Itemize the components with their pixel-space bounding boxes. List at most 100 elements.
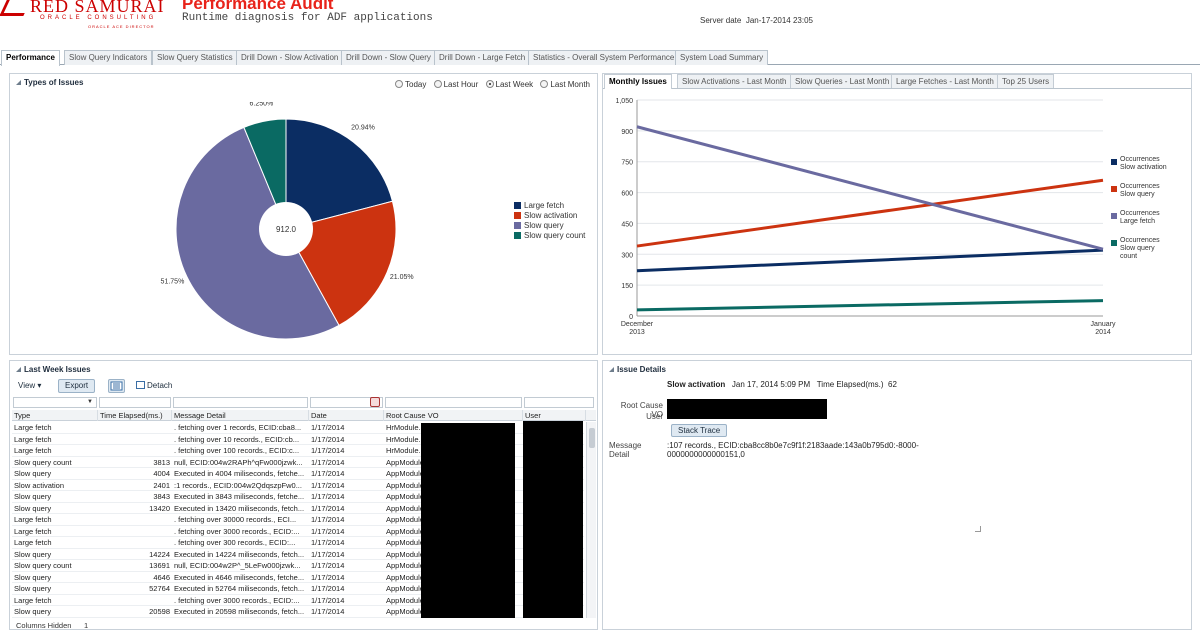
view-menu[interactable]: View ▾	[18, 381, 42, 390]
clear-filter-icon[interactable]	[370, 397, 380, 407]
table-row[interactable]: Slow activation 2401:1 records., ECID:004…	[12, 480, 584, 491]
table-cell: null, ECID:004w2RAPh^qFw000jzwk...	[174, 457, 303, 467]
tab-drill-down-slow-query[interactable]: Drill Down - Slow Query	[341, 50, 436, 65]
table-row[interactable]: Slow query 4646 Executed in 4646 milisecon…	[12, 572, 584, 583]
table-cell: AppModule	[386, 538, 424, 547]
radio-dot-icon[interactable]	[433, 80, 442, 88]
table-row[interactable]: Large fetch . fetching over 100 records.,…	[12, 445, 584, 457]
tab-drill-down-large-fetch[interactable]: Drill Down - Large Fetch	[434, 50, 531, 65]
monthly-issues-panel: Monthly Issues Slow Activations - Last M…	[602, 73, 1192, 355]
legend-label: Occurrences	[1120, 183, 1160, 190]
pie-slice-large-fetch[interactable]	[285, 118, 394, 230]
pie-slice-label: 21.05%	[390, 274, 414, 281]
detach-button[interactable]: Detach	[136, 381, 172, 390]
radio-last-hour[interactable]: Last Hour	[433, 80, 478, 89]
tab-monthly-issues[interactable]: Monthly Issues	[604, 74, 672, 89]
types-panel-title[interactable]: Types of Issues	[16, 78, 83, 87]
user-filter-input[interactable]	[524, 397, 594, 408]
textarea-resize-handle[interactable]	[975, 526, 981, 532]
table-row[interactable]: Slow query 3843 Executed in 3843 milisecon…	[12, 491, 584, 503]
series-line-occurrences-slow-activation[interactable]	[636, 248, 1104, 273]
table-row[interactable]: Large fetch . fetching over 30000 records…	[12, 514, 584, 526]
table-cell: Executed in 4646 miliseconds, fetche...	[174, 572, 305, 582]
table-row[interactable]: Large fetch . fetching over 10 records., …	[12, 434, 584, 445]
table-row[interactable]: Slow query 20598 Executed in 20598 milisec…	[12, 606, 584, 618]
tab-slow-activations-last-month[interactable]: Slow Activations - Last Month	[677, 74, 792, 88]
tab-drill-down-slow-activation[interactable]: Drill Down - Slow Activation	[236, 50, 344, 65]
table-cell: Slow query	[14, 503, 52, 513]
rootcause-filter-input[interactable]	[385, 397, 522, 408]
legend-label: Occurrences	[1120, 237, 1160, 244]
company-logo: RED SAMURAI ORACLE CONSULTING ORACLE ACE…	[0, 0, 180, 32]
table-row[interactable]: Slow query count 3813 null, ECID:004w2RAPh…	[12, 457, 584, 468]
tab-large-fetches-last-month[interactable]: Large Fetches - Last Month	[891, 74, 999, 88]
details-panel-title[interactable]: Issue Details	[609, 365, 666, 374]
table-cell: Slow query	[14, 492, 52, 501]
table-cell: . fetching over 300 records., ECID:...	[174, 538, 296, 547]
stack-trace-button[interactable]: Stack Trace	[671, 424, 728, 437]
radio-dot-icon[interactable]	[540, 80, 549, 88]
scrollbar-thumb[interactable]	[589, 428, 595, 448]
tab-slow-query-indicators[interactable]: Slow Query Indicators	[64, 50, 153, 65]
date-filter-input[interactable]	[310, 397, 383, 408]
col-rootcause-header[interactable]: Root Cause VO	[384, 410, 523, 421]
table-vertical-scrollbar[interactable]	[586, 422, 596, 618]
export-button[interactable]: Export	[58, 379, 96, 393]
legend-label: Slow query count	[524, 231, 586, 240]
legend-label: Slow query	[1120, 245, 1155, 252]
chevron-down-icon[interactable]: ▼	[87, 399, 93, 405]
collapse-triangle-icon[interactable]	[16, 80, 21, 85]
pie-slice-slow-activation[interactable]	[285, 200, 397, 327]
col-user-header[interactable]: User	[523, 410, 586, 421]
freeze-icon[interactable]	[108, 379, 125, 393]
table-cell: 1/17/2014	[311, 423, 345, 432]
col-elapsed-header[interactable]: Time Elapsed(ms.)	[98, 410, 172, 421]
radio-last-month[interactable]: Last Month	[540, 80, 590, 89]
col-message-header[interactable]: Message Detail	[172, 410, 309, 421]
radio-dot-icon[interactable]	[395, 80, 404, 88]
radio-last-week[interactable]: Last Week	[485, 80, 533, 89]
table-row[interactable]: Slow query 4004 Executed in 4004 milisecon…	[12, 468, 584, 480]
tab-statistics-overall[interactable]: Statistics - Overall System Performance	[528, 50, 680, 65]
table-cell: HrModule.	[386, 423, 421, 432]
table-cell: . fetching over 30000 records., ECI...	[174, 515, 297, 524]
col-type-header[interactable]: Type	[12, 410, 98, 421]
table-row[interactable]: Large fetch . fetching over 300 records.,…	[12, 537, 584, 549]
collapse-triangle-icon[interactable]	[16, 367, 21, 372]
table-cell: 1/17/2014	[311, 584, 345, 593]
tab-performance[interactable]: Performance	[1, 50, 60, 66]
table-row[interactable]: Slow query 52764 Executed in 52764 milisec…	[12, 583, 584, 595]
collapse-triangle-icon[interactable]	[609, 367, 614, 372]
table-row[interactable]: Large fetch . fetching over 3000 records.…	[12, 526, 584, 537]
elapsed-filter-input[interactable]	[99, 397, 171, 408]
table-cell: 14224	[149, 549, 170, 559]
table-row[interactable]: Slow query 14224 Executed in 14224 milisec…	[12, 549, 584, 560]
tab-slow-query-statistics[interactable]: Slow Query Statistics	[152, 50, 238, 65]
pie-slice-slow-query-count[interactable]	[243, 118, 287, 230]
lastweek-panel-title[interactable]: Last Week Issues	[16, 365, 91, 374]
table-cell: Slow query	[14, 572, 52, 582]
table-cell: 1/17/2014	[311, 446, 345, 455]
series-line-occurrences-slow-query[interactable]	[636, 178, 1104, 248]
tab-slow-queries-last-month[interactable]: Slow Queries - Last Month	[790, 74, 895, 88]
table-row[interactable]: Large fetch . fetching over 3000 records.…	[12, 595, 584, 606]
table-row[interactable]: Large fetch . fetching over 1 records, EC…	[12, 422, 584, 434]
table-cell: Executed in 4004 miliseconds, fetche...	[174, 469, 305, 478]
radio-today[interactable]: Today	[395, 80, 426, 89]
col-date-header[interactable]: Date	[309, 410, 384, 421]
series-line-occurrences-slow-query-count[interactable]	[636, 299, 1104, 312]
pie-slice-slow-query[interactable]	[175, 126, 340, 340]
types-of-issues-panel: Types of Issues Today Last Hour Last Wee…	[9, 73, 598, 382]
series-line-occurrences-large-fetch[interactable]	[636, 125, 1104, 251]
table-cell: 1/17/2014	[311, 526, 345, 536]
tab-top-25-users[interactable]: Top 25 Users	[997, 74, 1055, 88]
message-filter-input[interactable]	[173, 397, 308, 408]
tab-system-load-summary[interactable]: System Load Summary	[675, 50, 769, 65]
table-row[interactable]: Slow query count 13691 null, ECID:004w2P^_…	[12, 560, 584, 572]
table-cell: AppModule	[386, 595, 424, 605]
radio-dot-selected-icon[interactable]	[485, 80, 494, 88]
type-filter-select[interactable]: ▼	[13, 397, 97, 408]
table-row[interactable]: Slow query 13420 Executed in 13420 milisec…	[12, 503, 584, 514]
